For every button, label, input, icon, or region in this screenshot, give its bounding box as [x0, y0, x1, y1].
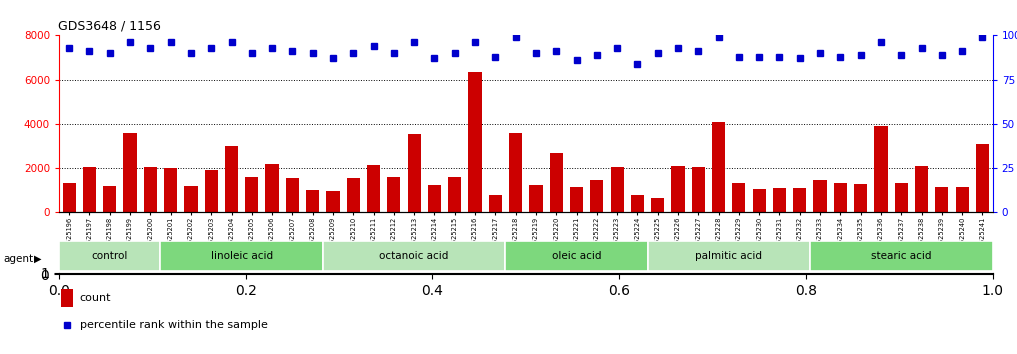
- Bar: [123, 133, 136, 212]
- Bar: [265, 164, 279, 212]
- Bar: [834, 183, 847, 212]
- Bar: [326, 192, 340, 212]
- Text: GDS3648 / 1156: GDS3648 / 1156: [58, 20, 161, 33]
- Bar: [570, 187, 583, 212]
- Bar: [895, 183, 908, 212]
- Bar: [956, 187, 969, 212]
- Text: percentile rank within the sample: percentile rank within the sample: [79, 320, 267, 330]
- Bar: [854, 184, 868, 212]
- Bar: [810, 241, 993, 271]
- Bar: [62, 183, 75, 212]
- Text: control: control: [92, 251, 128, 261]
- Bar: [510, 133, 523, 212]
- Bar: [161, 241, 322, 271]
- Bar: [286, 178, 299, 212]
- Bar: [648, 241, 810, 271]
- Bar: [82, 167, 96, 212]
- Text: palmitic acid: palmitic acid: [696, 251, 763, 261]
- Text: oleic acid: oleic acid: [552, 251, 601, 261]
- Bar: [469, 72, 482, 212]
- Bar: [408, 134, 421, 212]
- Bar: [671, 166, 684, 212]
- Bar: [61, 289, 73, 307]
- Bar: [489, 195, 502, 212]
- Text: ▶: ▶: [34, 254, 41, 264]
- Bar: [610, 167, 623, 212]
- Text: stearic acid: stearic acid: [871, 251, 932, 261]
- Text: linoleic acid: linoleic acid: [211, 251, 273, 261]
- Bar: [529, 185, 542, 212]
- Bar: [651, 198, 664, 212]
- Bar: [590, 180, 603, 212]
- Bar: [184, 186, 197, 212]
- Bar: [875, 126, 888, 212]
- Bar: [245, 177, 258, 212]
- Bar: [164, 168, 177, 212]
- Bar: [322, 241, 505, 271]
- Bar: [712, 122, 725, 212]
- Bar: [103, 186, 116, 212]
- Bar: [367, 165, 380, 212]
- Bar: [692, 167, 705, 212]
- Bar: [428, 185, 441, 212]
- Bar: [936, 187, 949, 212]
- Bar: [631, 195, 644, 212]
- Text: agent: agent: [3, 254, 34, 264]
- Bar: [793, 188, 806, 212]
- Bar: [773, 188, 786, 212]
- Bar: [448, 177, 462, 212]
- Bar: [505, 241, 648, 271]
- Bar: [204, 170, 218, 212]
- Bar: [549, 153, 562, 212]
- Bar: [225, 146, 238, 212]
- Bar: [143, 167, 157, 212]
- Text: octanoic acid: octanoic acid: [379, 251, 448, 261]
- Text: count: count: [79, 293, 111, 303]
- Bar: [59, 241, 161, 271]
- Bar: [814, 180, 827, 212]
- Bar: [387, 177, 401, 212]
- Bar: [306, 190, 319, 212]
- Bar: [976, 144, 990, 212]
- Bar: [753, 189, 766, 212]
- Bar: [732, 183, 745, 212]
- Bar: [347, 178, 360, 212]
- Bar: [915, 166, 929, 212]
